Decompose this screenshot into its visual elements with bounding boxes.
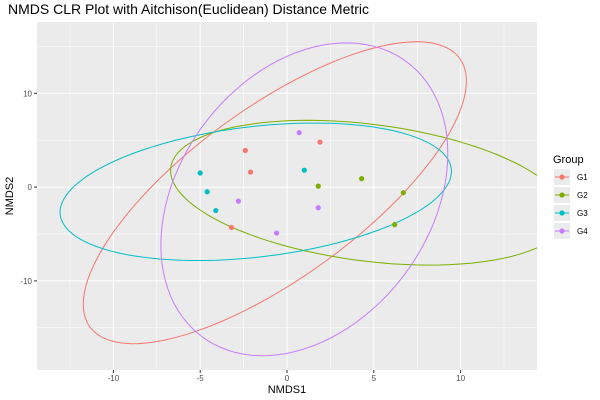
x-axis-ticks: -10 -5 0 5 10 [108,370,466,383]
legend-key-g1 [554,169,570,185]
x-tick-label: 5 [372,374,377,383]
legend-label: G4 [577,227,588,236]
legend-label: G1 [577,173,588,182]
x-tick-label: -5 [197,374,205,383]
point-g4 [273,230,280,236]
point-g4 [296,130,302,136]
ellipses [59,41,537,357]
x-axis-title: NMDS1 [268,384,307,396]
ellipse-g1 [82,41,467,345]
y-axis-ticks: -10 0 10 [20,89,37,286]
legend-key-g2 [554,187,570,203]
legend-label: G3 [577,209,588,218]
point-g3 [301,167,307,173]
ellipse-g3 [59,122,453,261]
y-tick-label: -10 [20,277,32,286]
point-g3 [197,170,203,176]
legend-title: Group [553,154,584,166]
point-g1 [228,224,235,231]
point-g2 [359,176,365,182]
ellipse-g2 [170,119,537,266]
point-g3 [213,207,219,214]
x-tick-label: -10 [108,374,120,383]
data-points [197,130,406,236]
y-tick-label: 0 [28,183,33,192]
x-tick-label: 10 [456,374,465,383]
point-g4 [315,205,321,211]
legend-key-g4 [554,223,570,239]
y-tick-label: 10 [23,89,32,98]
ellipse-g4 [160,42,449,357]
point-g1 [242,147,248,154]
point-g4 [235,198,241,204]
y-axis-title: NMDS2 [4,177,16,216]
legend-key-point [559,210,565,216]
x-tick-label: 0 [285,374,290,383]
point-g2 [392,222,398,228]
legend-key-point [559,174,565,180]
legend-key-point [559,192,565,198]
chart-title: NMDS CLR Plot with Aitchison(Euclidean) … [8,1,369,17]
point-g1 [317,139,323,145]
point-g3 [204,189,210,195]
legend-key-g3 [554,205,570,221]
legend-key-point [559,228,565,234]
legend-label: G2 [577,191,588,200]
grid-major [37,22,537,370]
legend: Group G1 G2 G3 G4 [553,154,588,239]
point-g1 [247,169,254,175]
point-g2 [315,183,321,189]
point-g2 [400,190,406,196]
